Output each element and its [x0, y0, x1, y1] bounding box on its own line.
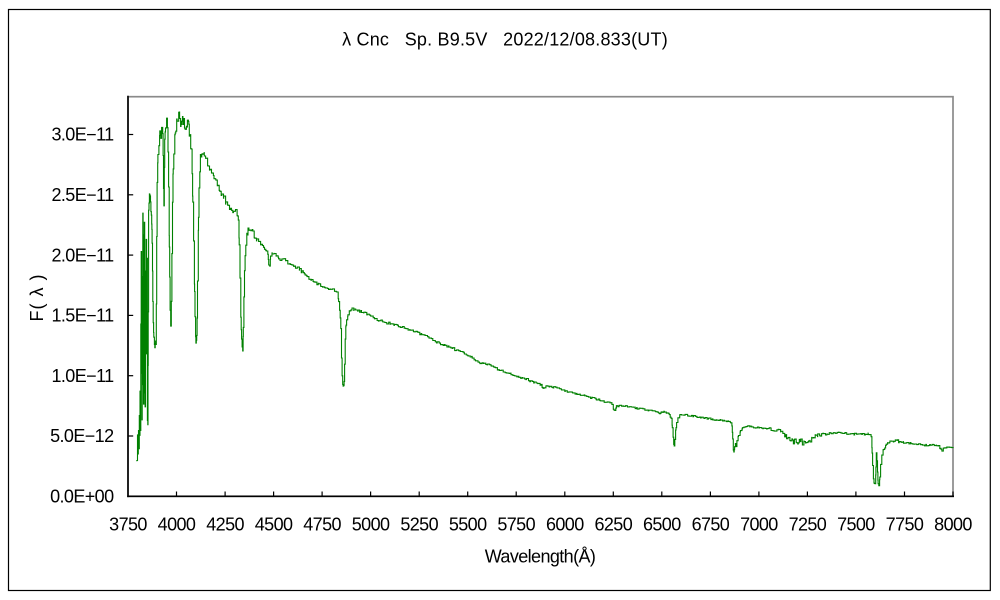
svg-text:8000: 8000 [934, 515, 972, 535]
svg-text:3.0E−11: 3.0E−11 [51, 125, 114, 145]
svg-text:F( λ ): F( λ ) [27, 274, 47, 322]
svg-text:5500: 5500 [449, 515, 487, 535]
svg-text:7000: 7000 [740, 515, 778, 535]
svg-text:7250: 7250 [789, 515, 827, 535]
svg-text:1.5E−11: 1.5E−11 [51, 306, 114, 326]
svg-text:5.0E−12: 5.0E−12 [50, 426, 114, 446]
svg-text:6250: 6250 [594, 515, 632, 535]
svg-text:4500: 4500 [255, 515, 293, 535]
svg-text:5000: 5000 [352, 515, 390, 535]
svg-text:Wavelength(Å): Wavelength(Å) [485, 547, 596, 567]
svg-text:4250: 4250 [206, 515, 244, 535]
svg-text:2.0E−11: 2.0E−11 [51, 245, 114, 265]
svg-text:6500: 6500 [643, 515, 681, 535]
svg-text:4750: 4750 [303, 515, 341, 535]
svg-text:6000: 6000 [546, 515, 584, 535]
svg-text:3750: 3750 [109, 515, 147, 535]
svg-text:0.0E+00: 0.0E+00 [50, 487, 114, 507]
svg-text:6750: 6750 [692, 515, 730, 535]
svg-text:4000: 4000 [158, 515, 196, 535]
svg-text:1.0E−11: 1.0E−11 [51, 366, 114, 386]
svg-text:5250: 5250 [400, 515, 438, 535]
svg-text:5750: 5750 [497, 515, 535, 535]
svg-text:λ Cnc Sp. B9.5V 2022/12/08: λ Cnc Sp. B9.5V 2022/12/08.833(UT) [342, 30, 668, 50]
svg-text:7500: 7500 [837, 515, 875, 535]
svg-text:2.5E−11: 2.5E−11 [51, 185, 114, 205]
svg-text:7750: 7750 [886, 515, 924, 535]
